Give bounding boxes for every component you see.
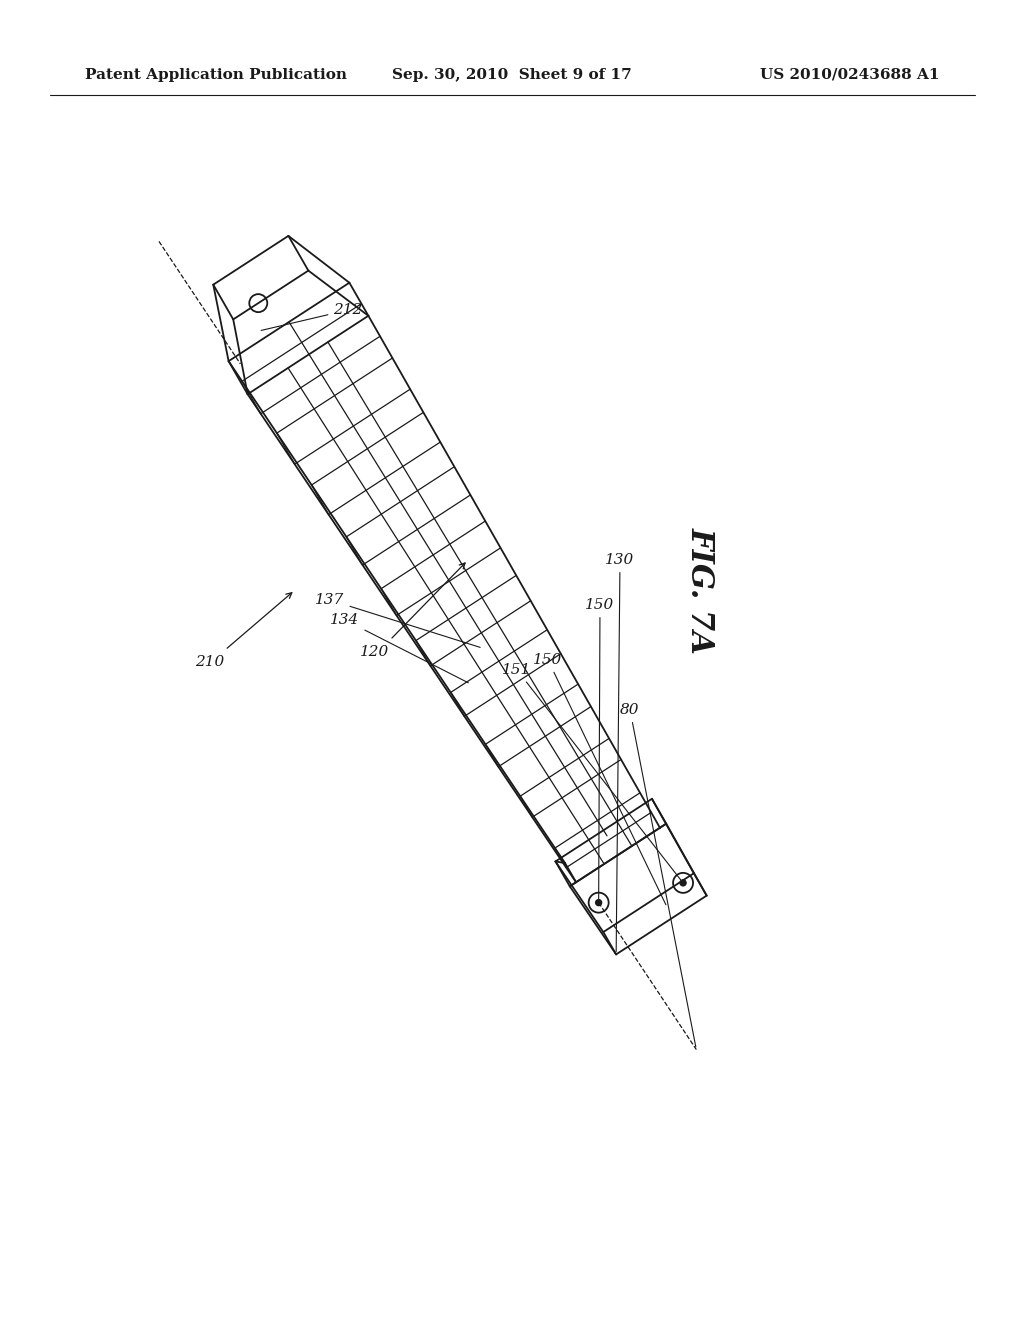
- Text: 120: 120: [360, 645, 389, 659]
- Circle shape: [680, 880, 686, 886]
- Text: 137: 137: [315, 593, 480, 647]
- Text: US 2010/0243688 A1: US 2010/0243688 A1: [761, 69, 940, 82]
- Text: 80: 80: [621, 704, 696, 1047]
- Text: Sep. 30, 2010  Sheet 9 of 17: Sep. 30, 2010 Sheet 9 of 17: [392, 69, 632, 82]
- Circle shape: [596, 900, 602, 906]
- Text: 210: 210: [196, 655, 224, 669]
- Text: Patent Application Publication: Patent Application Publication: [85, 69, 347, 82]
- Text: 130: 130: [605, 553, 635, 952]
- Text: 151: 151: [503, 663, 681, 880]
- Text: 134: 134: [331, 612, 468, 682]
- Text: 212: 212: [261, 304, 362, 330]
- Text: 150: 150: [534, 653, 666, 904]
- Text: 150: 150: [586, 598, 614, 900]
- Text: FIG. 7A: FIG. 7A: [684, 527, 716, 653]
